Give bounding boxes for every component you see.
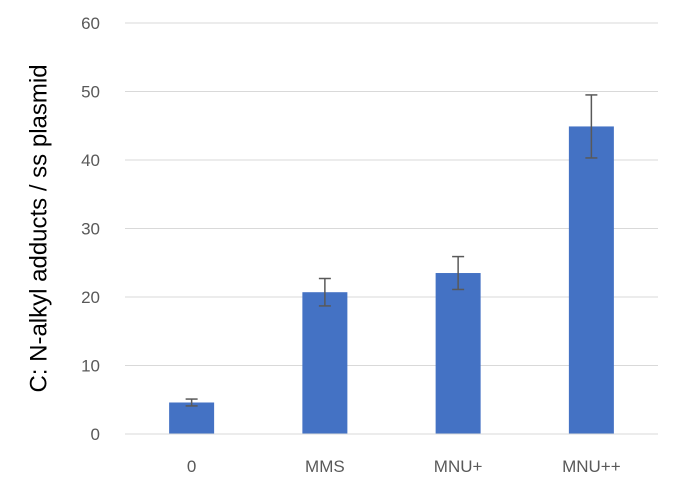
error-bar [585,94,598,159]
x-tick-label: 0 [187,457,196,476]
bars [169,126,614,434]
y-tick-label: 20 [81,288,100,307]
y-tick-label: 30 [81,220,100,239]
error-bar [452,255,465,291]
x-tick-label: MMS [305,457,345,476]
y-axis-title: C: N-alkyl adducts / ss plasmid [25,64,52,392]
error-bars [185,94,598,407]
bar-mnuplusplus [568,126,614,434]
y-tick-label: 10 [81,357,100,376]
bar-0 [169,402,215,434]
x-tick-label: MNU+ [434,457,483,476]
y-tick-label: 0 [91,425,100,444]
bar-mnuplus [435,273,481,434]
error-bar [318,277,331,307]
y-tick-label: 60 [81,14,100,33]
x-tick-label: MNU++ [562,457,621,476]
y-tick-labels: 0 10 20 30 40 50 60 [81,14,100,444]
y-tick-label: 40 [81,151,100,170]
x-tick-labels: 0 MMS MNU+ MNU++ [187,457,621,476]
error-bar [185,398,198,407]
y-tick-label: 50 [81,83,100,102]
bar-mms [302,292,348,434]
